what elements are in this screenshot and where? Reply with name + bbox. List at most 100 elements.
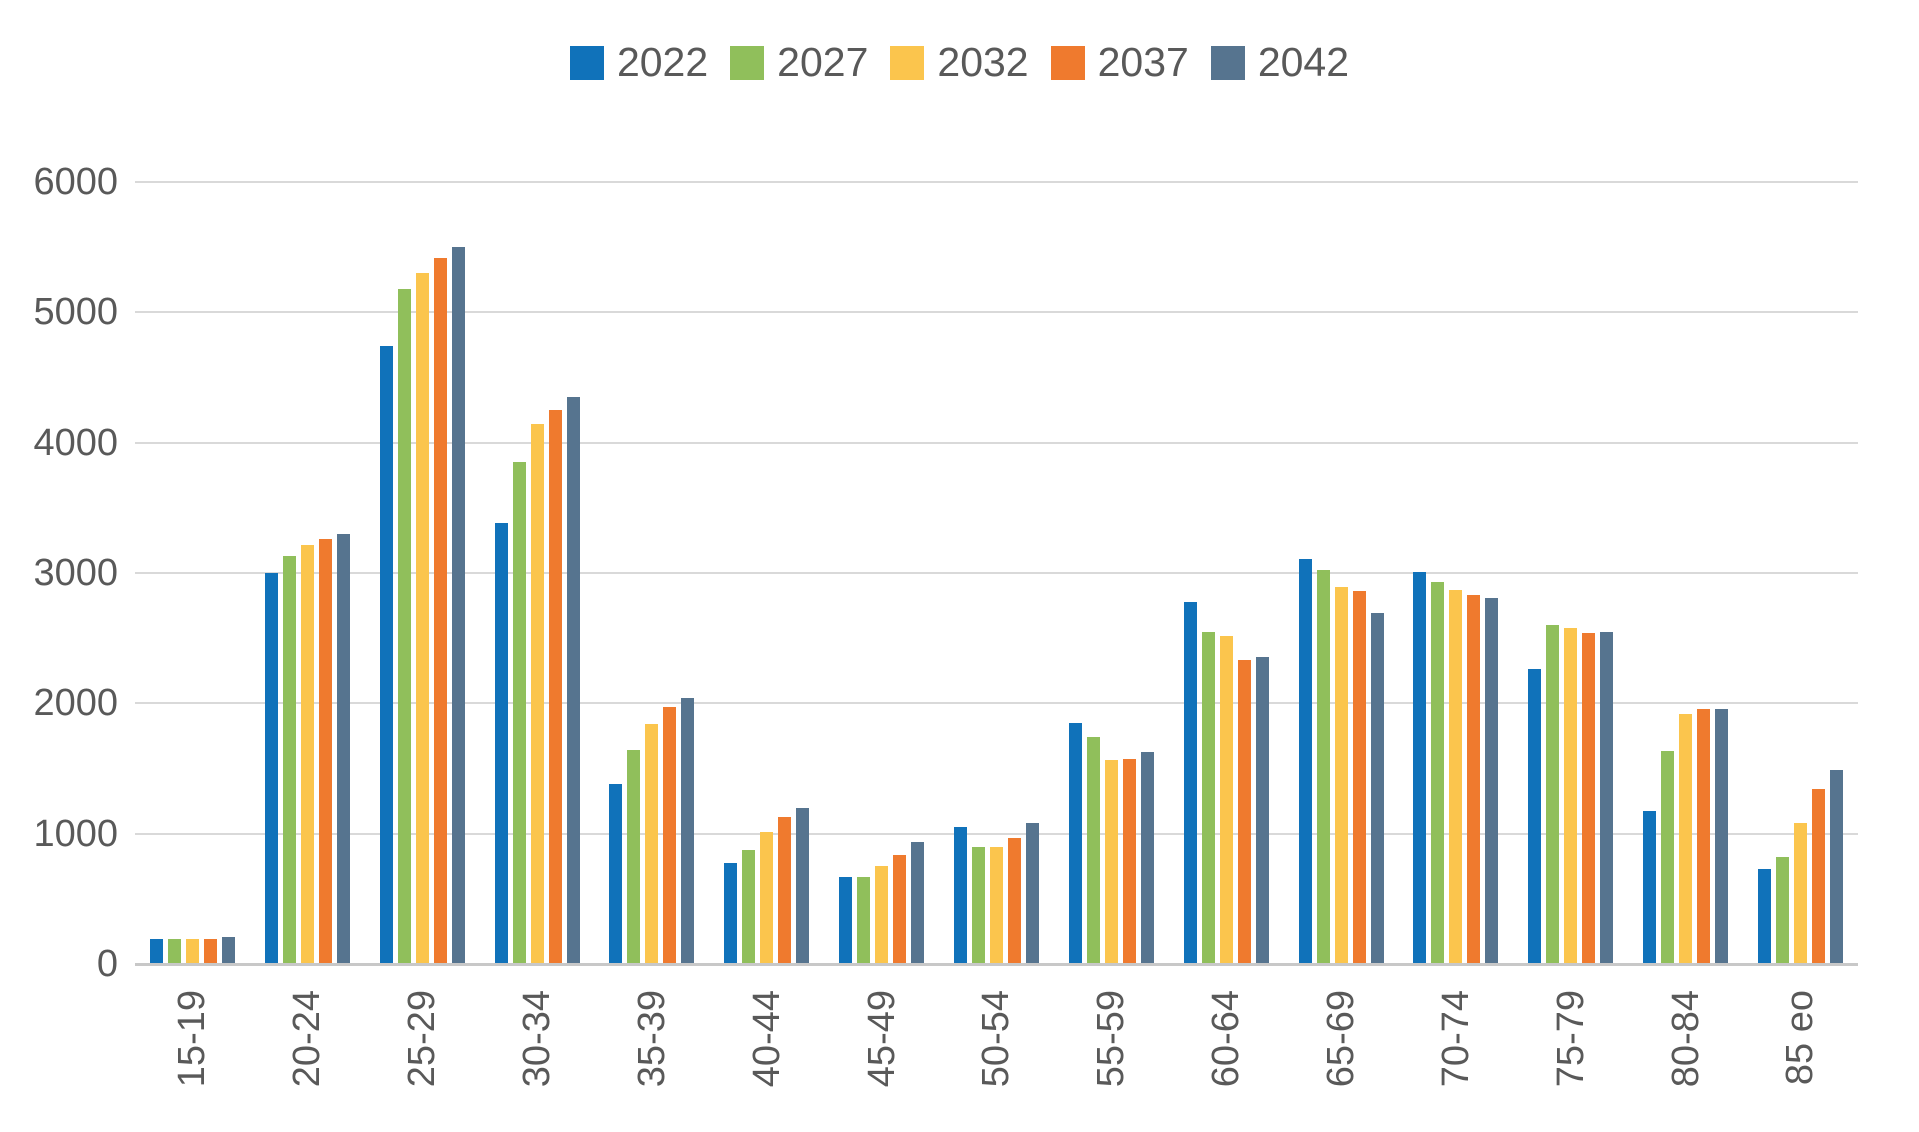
bar-2032-30-34 xyxy=(530,424,544,964)
legend-item-2022: 2022 xyxy=(569,39,709,85)
bar-2037-30-34 xyxy=(548,410,562,964)
bar-group-20-24 xyxy=(250,182,365,964)
chart-legend: 2022 2027 2032 2037 2042 xyxy=(0,42,1919,83)
legend-item-2027: 2027 xyxy=(730,42,868,83)
bar-2042-35-39 xyxy=(681,698,695,964)
legend-label: 2037 xyxy=(1097,39,1189,85)
bar-2037-55-59 xyxy=(1122,759,1136,964)
y-tick-label: 3000 xyxy=(33,552,118,594)
bar-2027-40-44 xyxy=(742,849,756,964)
bar-2022-55-59 xyxy=(1068,722,1082,964)
bar-2027-60-64 xyxy=(1201,631,1215,964)
x-tick-label: 30-34 xyxy=(516,990,558,1088)
bar-2022-20-24 xyxy=(264,573,278,964)
legend-item-2032: 2032 xyxy=(890,39,1029,85)
legend-swatch-icon xyxy=(1050,45,1085,80)
bar-2022-85 eo xyxy=(1757,868,1771,964)
bar-group-80-84 xyxy=(1628,182,1743,964)
bar-2037-20-24 xyxy=(318,539,332,964)
bar-2022-25-29 xyxy=(379,346,393,964)
bar-group-25-29 xyxy=(365,182,480,964)
y-tick-label: 5000 xyxy=(33,291,118,334)
bar-2032-65-69 xyxy=(1334,586,1348,964)
bar-2027-55-59 xyxy=(1086,737,1100,964)
bar-2042-40-44 xyxy=(796,807,810,964)
bar-2022-50-54 xyxy=(953,826,967,964)
x-tick-label: 15-19 xyxy=(171,990,214,1088)
x-label-slot: 20-24 xyxy=(250,990,365,1130)
bar-2032-80-84 xyxy=(1679,713,1693,964)
bar-2042-85 eo xyxy=(1829,769,1843,964)
x-label-slot: 25-29 xyxy=(365,990,480,1130)
bar-group-85 eo xyxy=(1743,182,1858,964)
x-label-slot: 45-49 xyxy=(824,990,939,1130)
bar-2027-35-39 xyxy=(627,749,641,964)
y-tick-label: 0 xyxy=(96,943,118,985)
bar-group-45-49 xyxy=(824,182,939,964)
gridline xyxy=(135,832,1858,835)
bar-2022-15-19 xyxy=(149,938,163,964)
bar-2032-45-49 xyxy=(875,866,889,964)
bar-2042-70-74 xyxy=(1485,598,1499,964)
bar-2022-30-34 xyxy=(494,523,508,964)
bar-group-30-34 xyxy=(480,182,595,964)
bar-2022-60-64 xyxy=(1183,601,1197,964)
x-tick-label: 25-29 xyxy=(401,990,444,1088)
bar-group-75-79 xyxy=(1513,182,1628,964)
bar-group-35-39 xyxy=(594,182,709,964)
x-label-slot: 80-84 xyxy=(1628,990,1743,1130)
y-tick-label: 1000 xyxy=(33,812,118,855)
bar-2042-30-34 xyxy=(566,397,580,964)
legend-swatch-icon xyxy=(890,45,925,80)
bar-2042-75-79 xyxy=(1600,631,1614,964)
bar-groups xyxy=(135,182,1858,964)
x-label-slot: 15-19 xyxy=(135,990,250,1130)
x-tick-label: 70-74 xyxy=(1434,990,1477,1088)
bar-2032-85 eo xyxy=(1793,822,1807,964)
x-tick-label: 85 eo xyxy=(1779,990,1822,1086)
bar-2027-30-34 xyxy=(512,462,526,964)
gridline xyxy=(135,311,1858,314)
bar-2032-15-19 xyxy=(185,939,199,964)
bar-2032-25-29 xyxy=(415,273,429,964)
bar-2022-40-44 xyxy=(724,863,738,964)
x-tick-label: 75-79 xyxy=(1549,990,1592,1088)
bar-group-70-74 xyxy=(1398,182,1513,964)
legend-swatch-icon xyxy=(730,45,765,80)
legend-item-2037: 2037 xyxy=(1050,39,1189,85)
x-tick-label: 50-54 xyxy=(975,990,1018,1088)
bar-2027-50-54 xyxy=(971,847,985,964)
bar-2042-50-54 xyxy=(1025,823,1039,964)
bar-2042-55-59 xyxy=(1140,751,1154,964)
plot-area xyxy=(135,181,1858,966)
bar-2027-20-24 xyxy=(282,556,296,964)
x-tick-label: 60-64 xyxy=(1205,990,1248,1088)
bar-2022-65-69 xyxy=(1298,558,1312,964)
bar-2037-35-39 xyxy=(663,706,677,964)
bar-group-40-44 xyxy=(709,182,824,964)
legend-label: 2022 xyxy=(616,39,709,85)
bar-2027-15-19 xyxy=(167,939,181,964)
legend-label: 2032 xyxy=(937,39,1029,85)
bar-2032-70-74 xyxy=(1449,589,1463,964)
bar-2037-75-79 xyxy=(1582,632,1596,964)
bar-2037-15-19 xyxy=(203,939,217,964)
bar-2032-50-54 xyxy=(989,846,1003,964)
x-label-slot: 40-44 xyxy=(709,990,824,1130)
y-axis: 0 1000 2000 3000 4000 5000 6000 xyxy=(0,163,118,983)
bar-2032-60-64 xyxy=(1219,635,1233,964)
bar-2027-70-74 xyxy=(1431,582,1445,964)
bar-2027-85 eo xyxy=(1775,857,1789,964)
bar-2037-85 eo xyxy=(1811,789,1825,964)
x-label-slot: 60-64 xyxy=(1169,990,1284,1130)
bar-2032-35-39 xyxy=(645,723,659,964)
bar-2022-45-49 xyxy=(839,876,853,964)
bar-group-60-64 xyxy=(1169,182,1284,964)
x-label-slot: 30-34 xyxy=(480,990,595,1130)
bar-2042-65-69 xyxy=(1370,613,1384,964)
gridline xyxy=(135,441,1858,444)
legend-swatch-icon xyxy=(569,45,604,80)
bar-2027-25-29 xyxy=(397,288,411,964)
bar-2027-45-49 xyxy=(857,877,871,964)
